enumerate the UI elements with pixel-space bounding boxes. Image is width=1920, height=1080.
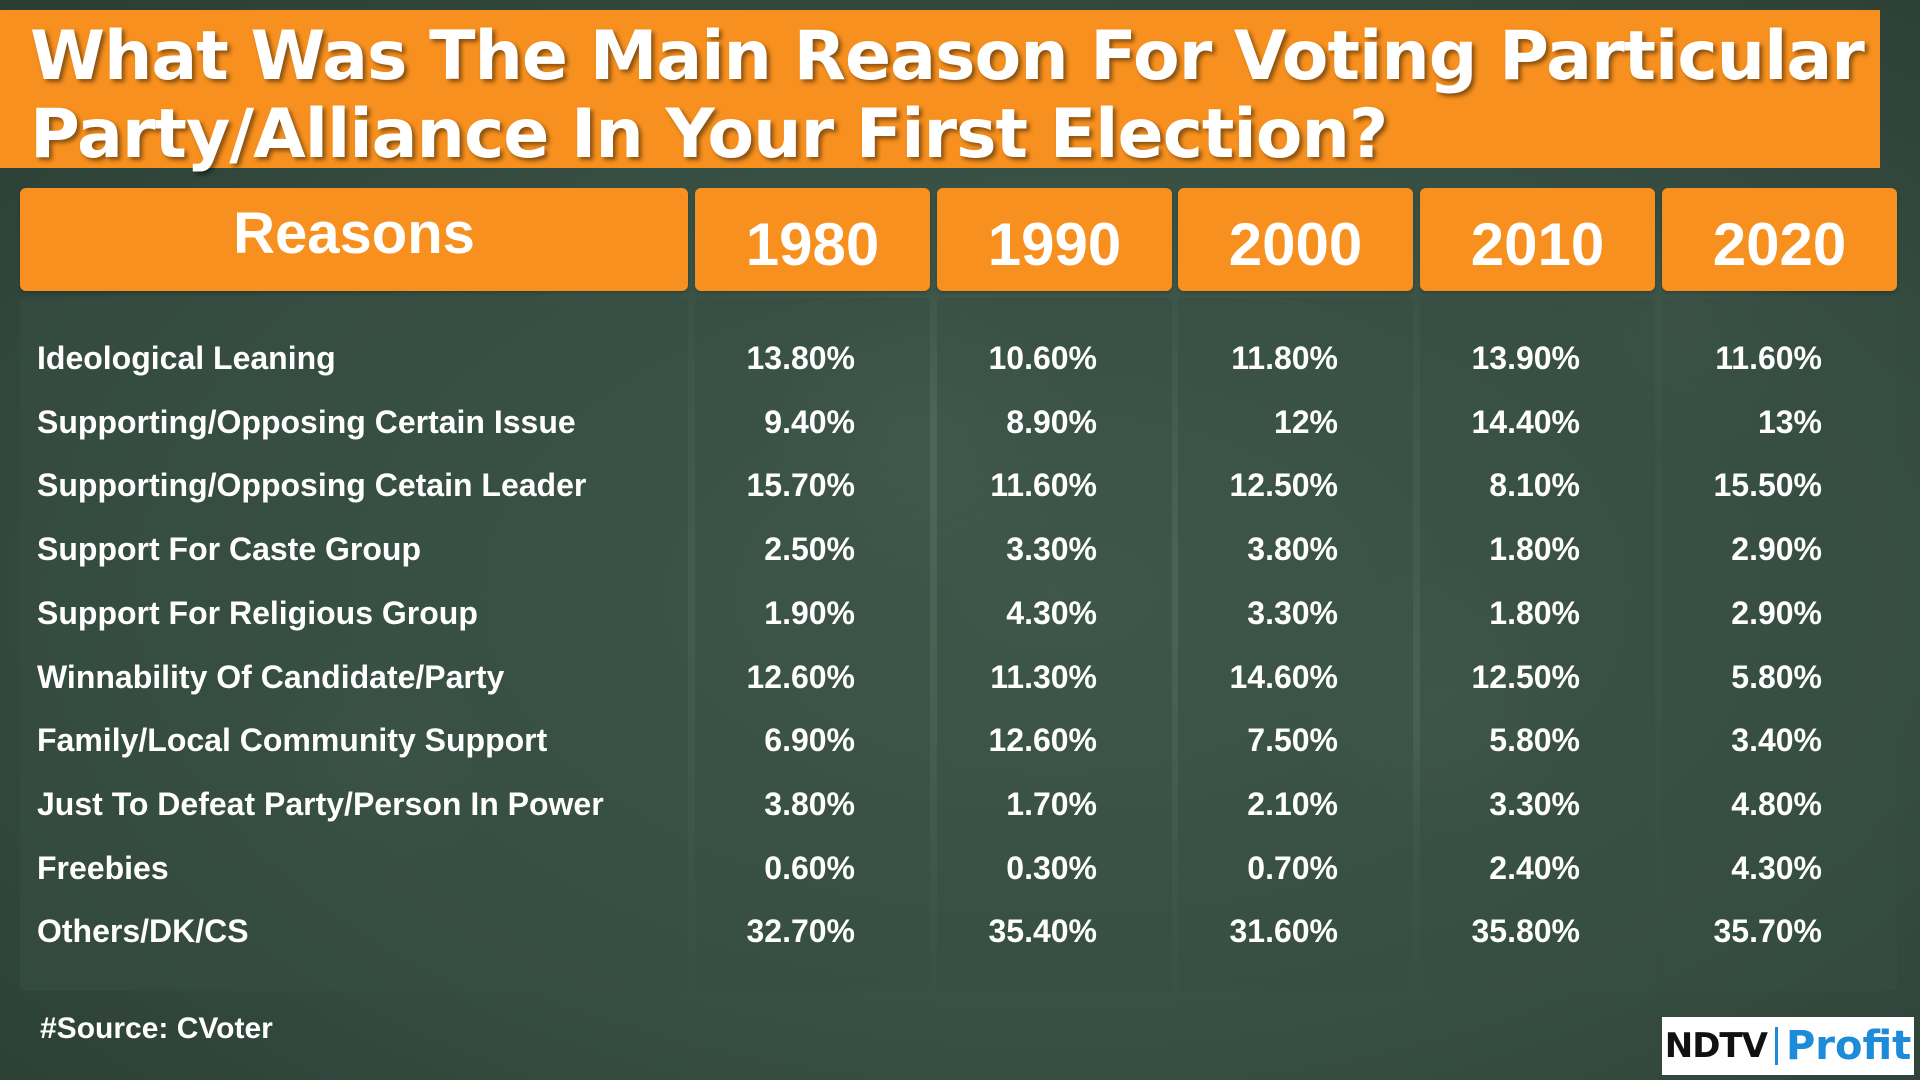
column-panel-1990 <box>937 297 1172 991</box>
header-year-1990: 1990 <box>937 188 1172 291</box>
table-cell: 13.80% <box>746 340 855 376</box>
table-cell: 1.70% <box>1006 785 1097 822</box>
table-cell: 1.80% <box>1489 531 1580 568</box>
logo-separator <box>1774 1027 1778 1065</box>
table-cell: 11.30% <box>990 658 1097 695</box>
table-cell: 15.50% <box>1713 467 1822 504</box>
logo-ndtv-text: NDTV <box>1664 1026 1768 1066</box>
row-label: Supporting/Opposing Cetain Leader <box>37 467 587 504</box>
column-panel-1980 <box>695 297 930 991</box>
row-label: Others/DK/CS <box>37 913 249 950</box>
table-cell: 7.50% <box>1247 722 1338 759</box>
table-cell: 12% <box>1273 403 1338 440</box>
table-cell: 8.90% <box>1006 403 1097 440</box>
table-cell: 14.60% <box>1229 658 1338 695</box>
title-banner: What Was The Main Reason For Voting Part… <box>0 10 1880 174</box>
row-label: Freebies <box>37 849 169 886</box>
table-cell: 2.90% <box>1731 531 1822 568</box>
column-panel-2020 <box>1662 297 1897 991</box>
reasons-column-panel <box>20 297 688 991</box>
table-cell: 12.60% <box>746 658 855 695</box>
table-cell: 32.70% <box>746 913 855 950</box>
table-cell: 2.90% <box>1731 594 1822 631</box>
table-cell: 3.30% <box>1489 785 1580 822</box>
header-reasons: Reasons <box>20 188 688 291</box>
table-cell: 14.40% <box>1471 403 1580 440</box>
logo-profit-text: Profit <box>1785 1023 1912 1069</box>
ndtv-profit-logo: NDTV Profit <box>1662 1017 1914 1075</box>
table-cell: 12.50% <box>1471 658 1580 695</box>
table-cell: 13% <box>1757 403 1822 440</box>
table-cell: 11.60% <box>1715 340 1822 376</box>
table-cell: 31.60% <box>1229 913 1338 950</box>
row-label: Support For Religious Group <box>37 594 478 631</box>
table-cell: 11.80% <box>1231 340 1338 376</box>
header-year-2010: 2010 <box>1420 188 1655 291</box>
table-cell: 3.30% <box>1247 594 1338 631</box>
table-cell: 6.90% <box>764 722 855 759</box>
table-cell: 9.40% <box>764 403 855 440</box>
table-cell: 13.90% <box>1471 340 1580 376</box>
header-year-2020: 2020 <box>1662 188 1897 291</box>
chart-title: What Was The Main Reason For Voting Part… <box>30 17 1865 174</box>
table-cell: 4.80% <box>1731 785 1822 822</box>
table-cell: 12.60% <box>988 722 1097 759</box>
table-cell: 5.80% <box>1731 658 1822 695</box>
header-year-2000: 2000 <box>1178 188 1413 291</box>
column-panel-2000 <box>1178 297 1413 991</box>
table-cell: 3.40% <box>1731 722 1822 759</box>
table-cell: 2.50% <box>764 531 855 568</box>
table-cell: 4.30% <box>1006 594 1097 631</box>
table-cell: 1.80% <box>1489 594 1580 631</box>
table-cell: 1.90% <box>764 594 855 631</box>
table-cell: 4.30% <box>1731 849 1822 886</box>
table-cell: 8.10% <box>1489 467 1580 504</box>
table-cell: 35.80% <box>1471 913 1580 950</box>
table-cell: 15.70% <box>746 467 855 504</box>
row-label: Supporting/Opposing Certain Issue <box>37 403 576 440</box>
row-label: Ideological Leaning <box>37 340 336 376</box>
column-panel-2010 <box>1420 297 1655 991</box>
table-cell: 0.30% <box>1006 849 1097 886</box>
table-cell: 12.50% <box>1229 467 1338 504</box>
table-cell: 0.60% <box>764 849 855 886</box>
row-label: Winnability Of Candidate/Party <box>37 658 505 695</box>
table-cell: 2.40% <box>1489 849 1580 886</box>
table-cell: 3.80% <box>1247 531 1338 568</box>
table-cell: 35.70% <box>1713 913 1822 950</box>
table-cell: 35.40% <box>988 913 1097 950</box>
table-cell: 5.80% <box>1489 722 1580 759</box>
row-label: Support For Caste Group <box>37 531 421 568</box>
table-cell: 3.80% <box>764 785 855 822</box>
row-label: Just To Defeat Party/Person In Power <box>37 785 604 822</box>
table-cell: 0.70% <box>1247 849 1338 886</box>
table-cell: 2.10% <box>1247 785 1338 822</box>
row-label: Family/Local Community Support <box>37 722 548 759</box>
table-cell: 10.60% <box>988 340 1097 376</box>
table-cell: 3.30% <box>1006 531 1097 568</box>
table-cell: 11.60% <box>990 467 1097 504</box>
source-note: #Source: CVoter <box>40 1012 273 1045</box>
header-year-1980: 1980 <box>695 188 930 291</box>
